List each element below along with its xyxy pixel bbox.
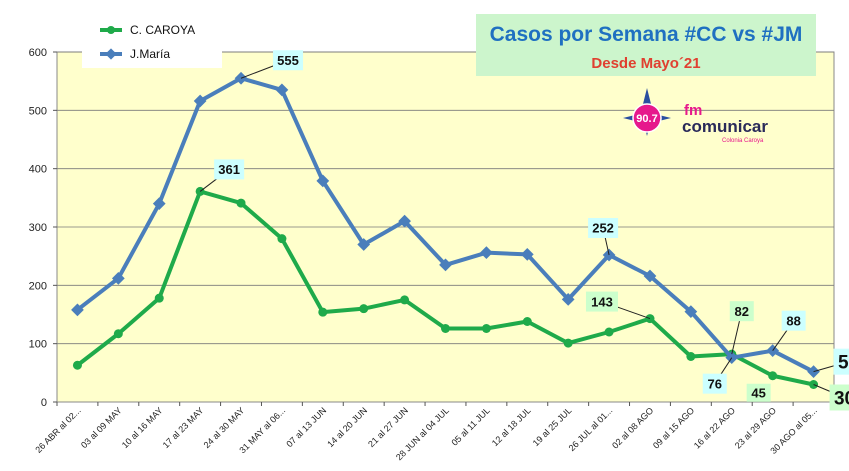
y-tick-label-100: 100 — [29, 339, 47, 351]
annotation-label-3: 143 — [591, 294, 613, 309]
series-1-point-3 — [193, 94, 207, 108]
series-1-point-10 — [480, 246, 493, 260]
y-tick-label-400: 400 — [29, 164, 47, 176]
title-background — [476, 14, 816, 76]
series-0-point-17 — [768, 371, 778, 381]
series-0-point-13 — [604, 327, 614, 337]
series-0-point-7 — [359, 304, 369, 314]
annotation-label-8: 52 — [838, 353, 849, 374]
logo-frequency: 90.7 — [636, 113, 657, 125]
series-0-point-11 — [522, 317, 532, 326]
series-0-point-6 — [318, 307, 328, 317]
series-1-point-1 — [111, 271, 125, 285]
series-0-point-8 — [400, 295, 410, 305]
annotation-box-6 — [746, 383, 771, 402]
y-tick-label-300: 300 — [29, 222, 47, 234]
logo-brand: comunicar — [682, 117, 768, 136]
annotation-box-5 — [702, 373, 727, 394]
series-1-point-5 — [275, 83, 289, 97]
series-0-point-5 — [277, 234, 287, 244]
annotation-label-9: 30 — [834, 388, 849, 409]
series-0-point-10 — [481, 324, 491, 333]
series-1-point-9 — [439, 258, 452, 272]
annotation-label-0: 555 — [277, 53, 299, 68]
legend-marker-c-caroya — [107, 26, 115, 34]
legend-box — [82, 18, 222, 68]
series-layer — [71, 71, 820, 389]
series-0-point-4 — [236, 198, 246, 208]
y-tick-label-600: 600 — [29, 47, 47, 59]
title-box: Casos por Semana #CC vs #JM Desde Mayo´2… — [476, 14, 816, 76]
series-0-point-15 — [686, 352, 696, 361]
logo-fm: fm — [684, 102, 702, 119]
annotation-label-7: 88 — [786, 313, 800, 328]
annotation-label-1: 361 — [218, 162, 240, 177]
series-1-point-6 — [316, 174, 330, 188]
annotation-box-7 — [781, 310, 806, 331]
chart-title: Casos por Semana #CC vs #JM — [490, 23, 803, 46]
logo-tagline: Colonia Caroya — [722, 138, 764, 144]
annotation-box-8 — [833, 348, 849, 375]
legend-label-c-caroya: C. CAROYA — [130, 23, 195, 37]
y-tick-label-500: 500 — [29, 105, 47, 117]
annotation-box-1 — [214, 159, 245, 180]
series-1-point-2 — [152, 197, 166, 211]
series-1-point-7 — [357, 238, 371, 251]
legend-label-j-maria: J.María — [130, 47, 170, 61]
annotation-box-0 — [273, 50, 304, 71]
annotation-box-2 — [588, 218, 619, 238]
legend-marker-j-maria — [105, 48, 117, 60]
annotation-label-6: 45 — [751, 385, 765, 400]
y-tick-label-200: 200 — [29, 280, 47, 292]
series-0-point-1 — [113, 329, 123, 339]
annotation-label-2: 252 — [592, 221, 614, 236]
y-tick-label-0: 0 — [41, 397, 47, 409]
radio-logo: 90.7 fm comunicar Colonia Caroya — [623, 88, 768, 144]
logo-circle — [632, 103, 662, 133]
y-axis: 0 100 200 300 400 500 600 — [29, 47, 57, 409]
series-0-point-12 — [563, 338, 573, 348]
annotation-label-5: 76 — [708, 376, 722, 391]
annotation-label-4: 82 — [735, 304, 749, 319]
legend: C. CAROYA J.María — [82, 18, 222, 68]
series-0-point-2 — [154, 293, 164, 303]
series-1-point-8 — [398, 214, 411, 228]
annotation-box-9 — [829, 384, 849, 411]
annotation-layer: 555 361 252 143 82 76 45 88 52 30 — [199, 50, 849, 411]
chart-subtitle: Desde Mayo´21 — [591, 55, 700, 72]
series-1-point-0 — [71, 303, 84, 317]
series-0-point-0 — [72, 360, 82, 370]
annotation-box-3 — [585, 291, 618, 312]
annotation-box-4 — [729, 301, 754, 322]
series-0-point-9 — [441, 324, 450, 333]
